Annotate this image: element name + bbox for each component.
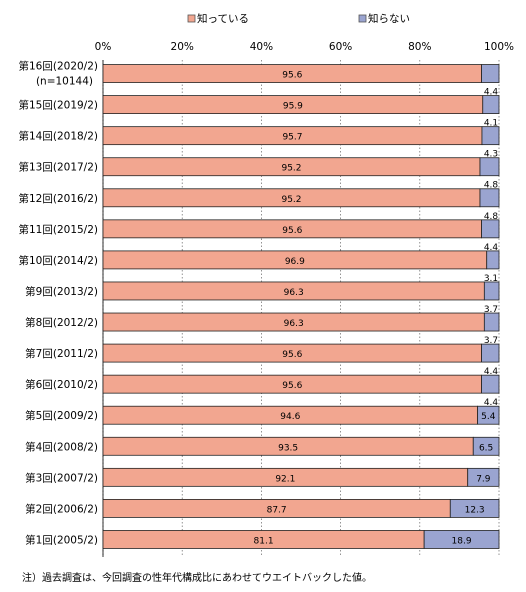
bar-series2 — [483, 312, 500, 332]
data-label-series1: 94.6 — [280, 412, 300, 422]
x-tick-label: 0% — [95, 41, 112, 53]
bar-series2 — [479, 188, 500, 208]
category-label: 第16回(2020/2) — [19, 60, 99, 73]
bar-series2 — [449, 499, 500, 518]
category-label: 第7回(2011/2) — [25, 347, 98, 360]
legend-swatch-1 — [187, 14, 196, 23]
bar-series2 — [482, 95, 500, 114]
category-label: 第12回(2016/2) — [19, 192, 99, 205]
bar-series2 — [467, 467, 500, 487]
category-label: 第13回(2017/2) — [19, 161, 99, 174]
bar-series2 — [423, 530, 500, 549]
x-tick-label: 20% — [171, 41, 194, 53]
data-label-series2: 3.7 — [484, 305, 498, 315]
data-label-series1: 95.2 — [281, 164, 301, 174]
category-note: (n=10144) — [36, 76, 93, 88]
x-tick-label: 40% — [250, 41, 273, 53]
category-label: 第5回(2009/2) — [25, 409, 98, 422]
data-label-series2: 18.9 — [452, 536, 472, 546]
data-label-series2: 4.4 — [484, 398, 499, 408]
category-label: 第3回(2007/2) — [25, 471, 98, 484]
legend-label-2: 知らない — [368, 12, 410, 25]
data-label-series2: 12.3 — [465, 505, 485, 515]
data-label-series2: 4.8 — [484, 181, 499, 191]
x-tick-label: 80% — [408, 41, 431, 53]
data-label-series1: 96.3 — [284, 288, 304, 298]
bar-series2 — [477, 405, 500, 425]
category-label: 第14回(2018/2) — [19, 130, 99, 143]
legend-swatch-2 — [358, 14, 367, 23]
legend: 知っている 知らない — [187, 12, 410, 25]
data-label-series2: 7.9 — [476, 474, 491, 484]
data-label-series1: 81.1 — [254, 536, 274, 546]
data-label-series1: 93.5 — [278, 443, 298, 453]
data-label-series1: 96.3 — [284, 319, 304, 329]
data-label-series1: 95.6 — [282, 71, 302, 81]
data-label-series2: 4.3 — [484, 150, 498, 160]
legend-label-1: 知っている — [197, 12, 249, 25]
category-label: 第6回(2010/2) — [25, 378, 98, 391]
bar-series2 — [486, 250, 500, 270]
data-label-series2: 4.1 — [484, 119, 498, 129]
footnote: 注）過去調査は、今回調査の性年代構成比にあわせてウエイトバックした値。 — [22, 573, 372, 584]
category-label: 第9回(2013/2) — [25, 285, 98, 298]
category-label: 第15回(2019/2) — [19, 99, 99, 112]
bar-series2 — [481, 219, 500, 239]
bar-series2 — [472, 436, 500, 456]
data-label-series1: 92.1 — [275, 474, 295, 484]
x-tick-label: 100% — [484, 41, 514, 53]
bar-series2 — [481, 343, 500, 363]
data-label-series2: 4.4 — [484, 88, 499, 98]
bar-series2 — [483, 281, 500, 301]
bar-series2 — [481, 126, 500, 146]
x-axis-tick-labels: 0% 20% 40% 60% 80% 100% — [95, 41, 514, 53]
data-label-series2: 4.8 — [484, 212, 499, 222]
data-label-series1: 95.6 — [282, 350, 302, 360]
data-label-series1: 87.7 — [267, 505, 287, 515]
x-tick-label: 60% — [329, 41, 352, 53]
category-label: 第8回(2012/2) — [25, 316, 98, 329]
data-label-series2: 3.1 — [484, 274, 498, 284]
data-label-series2: 6.5 — [479, 443, 493, 453]
category-label: 第2回(2006/2) — [25, 502, 98, 515]
data-label-series1: 95.7 — [282, 133, 302, 143]
category-label: 第1回(2005/2) — [25, 533, 98, 546]
bar-series2 — [481, 64, 500, 83]
data-label-series2: 5.4 — [481, 412, 496, 422]
data-label-series1: 95.9 — [283, 102, 303, 112]
data-label-series2: 3.7 — [484, 336, 498, 346]
data-label-series1: 95.6 — [282, 381, 302, 391]
bars: 95.6 4.4 95.9 4.1 95.7 4.3 95.2 4.8 95.2 4.8 95.6 4… — [102, 64, 500, 549]
data-label-series2: 4.4 — [484, 367, 499, 377]
data-label-series1: 95.6 — [282, 226, 302, 236]
data-label-series1: 96.9 — [285, 257, 305, 267]
bar-series2 — [479, 157, 500, 177]
data-label-series1: 95.2 — [281, 195, 301, 205]
data-label-series2: 4.4 — [484, 243, 499, 253]
category-labels: 第16回(2020/2) (n=10144) 第15回(2019/2) 第14回(20… — [19, 60, 99, 547]
category-label: 第4回(2008/2) — [25, 440, 98, 453]
category-label: 第11回(2015/2) — [19, 223, 99, 236]
category-label: 第10回(2014/2) — [19, 254, 99, 267]
bar-series2 — [481, 374, 500, 394]
